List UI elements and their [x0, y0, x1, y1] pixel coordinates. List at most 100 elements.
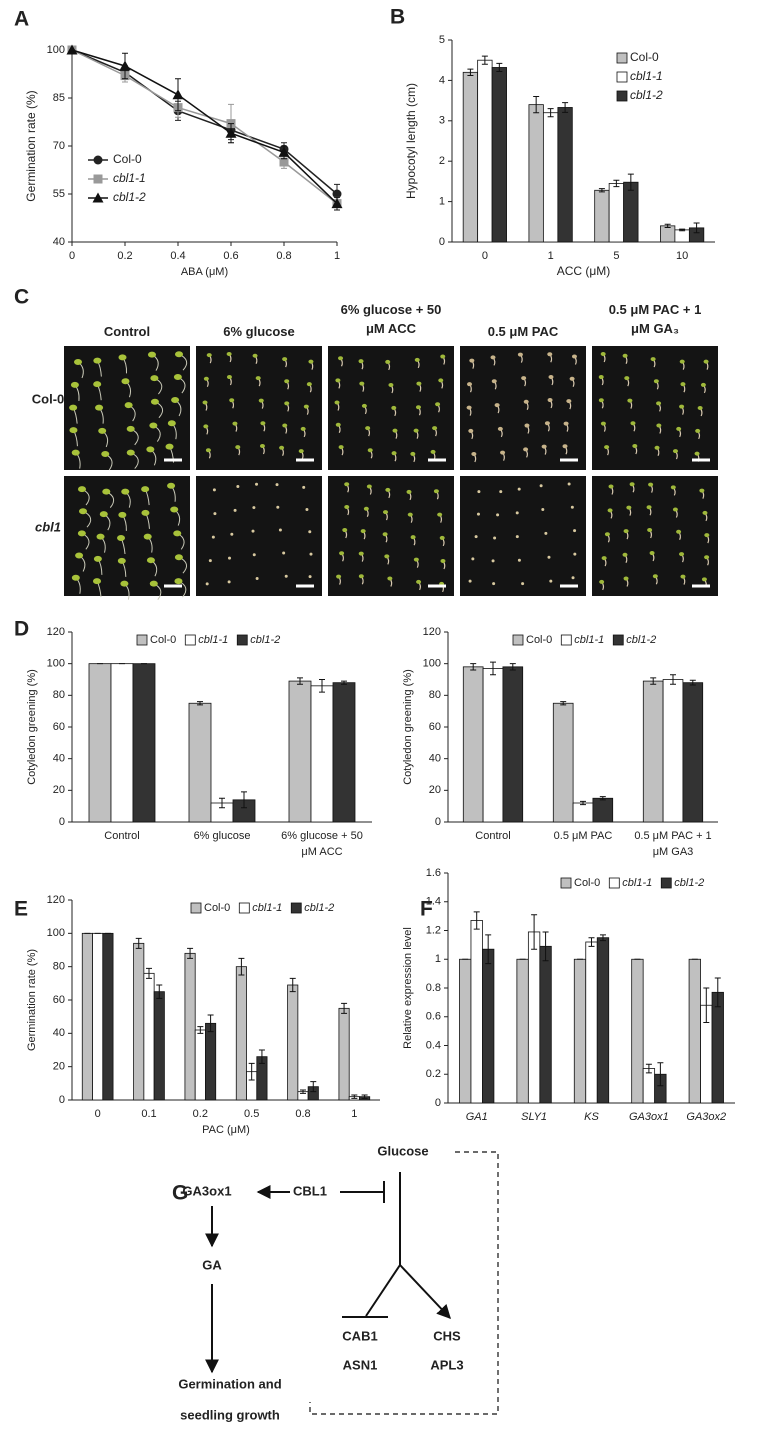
seedling — [647, 528, 653, 533]
seedling — [391, 405, 397, 410]
column-header: 6% glucose — [223, 324, 295, 339]
y-tick-label: 1 — [435, 953, 441, 965]
seedling — [627, 398, 633, 403]
seedling — [490, 355, 496, 360]
dashed-link — [309, 1151, 499, 1415]
seedling — [174, 578, 183, 585]
seedling — [385, 359, 391, 364]
seed — [570, 505, 574, 509]
seedling — [654, 445, 660, 450]
seedling — [300, 426, 306, 431]
seedling — [360, 529, 366, 534]
seedling — [623, 576, 629, 581]
legend-swatch — [238, 902, 250, 914]
y-tick-label: 20 — [53, 1061, 65, 1073]
error-bar — [297, 677, 303, 685]
column-header: 6% glucose + 50 μM ACC — [340, 302, 442, 336]
seed — [211, 535, 215, 539]
y-tick-label: 4 — [439, 74, 445, 86]
bar — [310, 685, 334, 823]
bar — [184, 952, 196, 1101]
bar — [552, 702, 574, 823]
seedling — [121, 488, 130, 495]
error-bar — [531, 914, 538, 950]
seedling — [335, 422, 341, 427]
seedling — [571, 354, 577, 359]
seedling — [548, 375, 554, 380]
x-tick-label: 1 — [547, 250, 554, 262]
x-tick-label: 1 — [334, 250, 340, 262]
bar — [572, 802, 594, 823]
seedling — [697, 406, 703, 410]
y-tick-label: 60 — [53, 994, 65, 1006]
seedling — [467, 382, 473, 387]
seed — [499, 490, 503, 494]
seed — [309, 552, 313, 556]
seed — [255, 577, 259, 581]
legend-label: Col-0 — [526, 634, 552, 646]
legend-label: cbl1-2 — [304, 902, 334, 914]
point — [278, 146, 290, 157]
seedling — [282, 357, 288, 362]
seedling — [437, 512, 443, 517]
seedling — [335, 378, 341, 383]
seedling — [695, 428, 701, 433]
x-tick-label: Control — [475, 830, 511, 842]
seedling — [517, 352, 523, 357]
photo — [64, 346, 190, 471]
point — [92, 192, 104, 203]
seedling — [704, 555, 710, 560]
bar — [592, 797, 614, 823]
seedling — [173, 530, 182, 537]
seed — [492, 582, 496, 586]
bar — [332, 682, 356, 823]
seedling — [358, 359, 364, 364]
x-tick-label: GA1 — [465, 1111, 488, 1123]
seedling — [226, 375, 232, 380]
y-tick-label: 60 — [53, 721, 65, 733]
y-tick-label: 0 — [59, 1094, 65, 1106]
y-tick-label: 1 — [439, 196, 445, 208]
y-tick-label: 100 — [47, 44, 65, 56]
seedling — [608, 484, 614, 489]
seedling — [672, 507, 678, 512]
seed — [255, 482, 259, 486]
error-bar — [473, 911, 480, 930]
error-bar — [310, 1081, 317, 1093]
photo — [328, 476, 454, 596]
seedling — [649, 551, 655, 556]
seedling — [433, 489, 439, 494]
diagram-node: GA3ox1 — [182, 1183, 231, 1198]
bar — [110, 663, 134, 823]
error-bar — [533, 96, 540, 114]
seedling — [466, 405, 472, 410]
seedling — [415, 405, 421, 410]
seedling — [416, 579, 422, 584]
error-bar — [300, 1089, 306, 1094]
bar — [608, 183, 625, 243]
y-tick-label: 120 — [47, 894, 65, 906]
seedling — [410, 451, 416, 456]
error-bar — [645, 1063, 652, 1074]
bar — [459, 958, 472, 1104]
y-tick-label: 3 — [439, 115, 445, 127]
seed — [515, 511, 519, 515]
seedling — [604, 532, 610, 537]
seed — [517, 487, 521, 491]
bar — [470, 920, 483, 1104]
seedling — [149, 580, 158, 587]
series-line — [71, 49, 338, 205]
error-bar — [241, 791, 247, 809]
y-tick-label: 0.2 — [426, 1068, 441, 1080]
x-tick-label: GA3ox1 — [629, 1111, 669, 1123]
point — [172, 89, 184, 100]
seedling — [494, 403, 500, 408]
legend-label: cbl1-2 — [113, 190, 146, 204]
legend-label: cbl1-1 — [574, 634, 604, 646]
seedling — [260, 421, 266, 426]
seedling — [93, 381, 102, 388]
error-bar — [238, 957, 245, 976]
seedling — [117, 557, 126, 564]
seed — [567, 482, 571, 486]
seedling — [336, 574, 342, 579]
